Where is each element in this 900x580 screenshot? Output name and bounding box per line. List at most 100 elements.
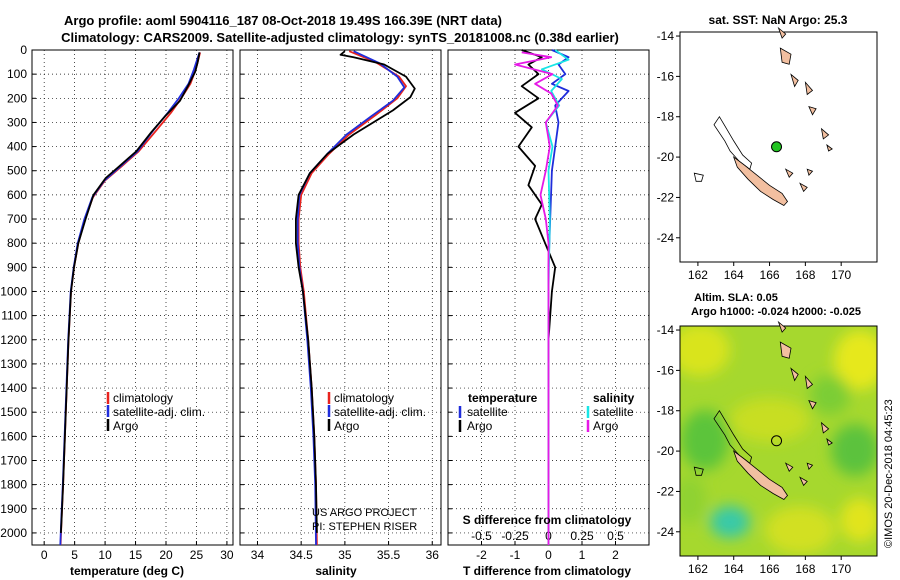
land-vanuatu-island (777, 26, 787, 39)
map-lon-label: 162 (688, 562, 708, 576)
pressure-tick-label: 2000 (0, 526, 27, 540)
salinity-tick-labels: 34 34.5 35 35.5 36 (251, 548, 439, 562)
pressure-tick-labels: 0 100 200 300 400 500 600 700 800 900 1000 1100 1200… (0, 43, 27, 540)
x-tick-label: -1 (510, 548, 521, 562)
timestamp: ©IMOS 20-Dec-2018 04:45:23 (883, 399, 895, 548)
map-lat-label: -14 (657, 29, 675, 43)
figure-title-line2: Climatology: CARS2009. Satellite-adjuste… (61, 30, 619, 45)
pressure-tick-label: 1400 (0, 381, 27, 395)
sla-map-title: Altim. SLA: 0.05 (694, 292, 778, 304)
sla-map-coastlines (693, 320, 833, 501)
land-vanuatu-island (779, 341, 792, 359)
map-lat-label: -18 (657, 404, 675, 418)
pressure-tick-label: 500 (7, 164, 27, 178)
x-tick-label: 35 (338, 548, 352, 562)
legend-satellite-label: satellite-adj. clim. (334, 405, 426, 419)
salinity-panel: 34 34.5 35 35.5 36 salinity climatology sate… (239, 49, 442, 578)
credit-pi: PI: STEPHEN RISER (312, 521, 417, 533)
map-lat-label: -16 (657, 363, 675, 377)
series-line-t-argo (514, 49, 557, 545)
temperature-plot-frame (31, 49, 234, 546)
s-difference-tick-label: 0.5 (607, 529, 624, 543)
map-lat-label: -18 (657, 110, 675, 124)
salinity-series (294, 50, 416, 546)
land-vanuatu-island (777, 320, 787, 333)
map-lat-label: -20 (657, 444, 675, 458)
pressure-tick-label: 300 (7, 115, 27, 129)
series-line-s-argo (514, 51, 559, 545)
x-tick-label: 10 (98, 548, 112, 562)
land-vanuatu-island (826, 143, 833, 152)
legend-t-argo-label: Argo (467, 419, 493, 433)
sla-map-subtitle: Argo h1000: -0.024 h2000: -0.025 (691, 306, 861, 318)
x-tick-label: 25 (190, 548, 204, 562)
argo-position-marker (771, 141, 783, 153)
sla-map-panel: Altim. SLA: 0.05 Argo h1000: -0.024 h200… (657, 292, 878, 576)
x-tick-label: 2 (612, 548, 619, 562)
figure-title-line1: Argo profile: aoml 5904116_187 08-Oct-20… (64, 13, 502, 28)
pressure-tick-label: 700 (7, 212, 27, 226)
pressure-tick-label: 0 (20, 43, 27, 57)
x-tick-label: 35.5 (377, 548, 401, 562)
legend-argo-label: Argo (334, 419, 360, 433)
legend-t-satellite-label: satellite (467, 405, 508, 419)
s-difference-tick-label: 0.25 (570, 529, 594, 543)
land-vanuatu-island (808, 105, 817, 116)
legend-salinity-title: salinity (593, 391, 635, 405)
land-vanuatu-island (779, 47, 792, 65)
map-lon-label: 166 (760, 562, 780, 576)
sst-map-tick-labels: 162 164 166 168 170 -14 -16 -18 -20 -22 -24 (657, 29, 852, 282)
map-lat-label: -24 (657, 525, 675, 539)
pressure-tick-label: 1900 (0, 502, 27, 516)
pressure-tick-label: 900 (7, 260, 27, 274)
map-lat-label: -20 (657, 150, 675, 164)
land-vanuatu-island (820, 421, 830, 434)
map-lon-label: 168 (795, 268, 815, 282)
map-lon-label: 170 (831, 268, 851, 282)
salinity-xlabel: salinity (315, 564, 357, 578)
map-lon-label: 164 (724, 268, 744, 282)
pressure-tick-label: 1800 (0, 478, 27, 492)
land-vanuatu-island (804, 375, 814, 390)
legend-satellite-label: satellite-adj. clim. (113, 405, 205, 419)
pressure-tick-label: 400 (7, 140, 27, 154)
land-loyalty-island (799, 476, 808, 487)
x-tick-label: 34.5 (289, 548, 313, 562)
x-tick-label: 5 (71, 548, 78, 562)
temperature-panel: 0100200300400500600700800900100011001200… (0, 43, 234, 578)
sla-field (680, 326, 877, 556)
x-tick-label: -2 (476, 548, 487, 562)
t-difference-xlabel: T difference from climatology (463, 564, 631, 578)
t-difference-tick-labels: -2 -1 0 1 2 (476, 548, 619, 562)
sst-map-panel: sat. SST: NaN Argo: 25.3 162 164 166 168 170… (657, 13, 878, 282)
pressure-tick-label: 1600 (0, 429, 27, 443)
land-vanuatu-island (808, 399, 817, 410)
legend-argo-label: Argo (113, 419, 139, 433)
s-difference-xlabel: S difference from climatology (463, 513, 632, 527)
land-new-caledonia (732, 155, 789, 207)
temperature-tick-labels: 0 5 10 15 20 25 30 (41, 548, 234, 562)
pressure-tick-label: 1100 (1, 309, 27, 323)
sla-blobs (680, 326, 877, 554)
x-tick-label: 20 (159, 548, 173, 562)
series-line-argo (294, 50, 416, 533)
map-lat-label: -16 (657, 69, 675, 83)
salinity-grid (240, 49, 441, 545)
map-lon-label: 170 (831, 562, 851, 576)
reef-outline (693, 172, 704, 182)
x-tick-label: 15 (129, 548, 143, 562)
reef-outline (693, 466, 704, 476)
difference-legend: temperature satellite Argo salinity sate… (458, 391, 635, 433)
map-lon-label: 166 (760, 268, 780, 282)
map-lon-label: 162 (688, 268, 708, 282)
x-tick-label: 0 (545, 548, 552, 562)
pressure-tick-label: 1500 (0, 405, 27, 419)
land-vanuatu-island (820, 127, 830, 140)
s-difference-tick-label: -0.5 (471, 529, 492, 543)
legend-temperature-title: temperature (468, 391, 538, 405)
map-lat-label: -24 (657, 231, 675, 245)
pressure-tick-label: 100 (7, 67, 27, 81)
map-lon-label: 164 (724, 562, 744, 576)
legend-climatology-label: climatology (113, 391, 173, 405)
x-tick-label: 0 (41, 548, 48, 562)
